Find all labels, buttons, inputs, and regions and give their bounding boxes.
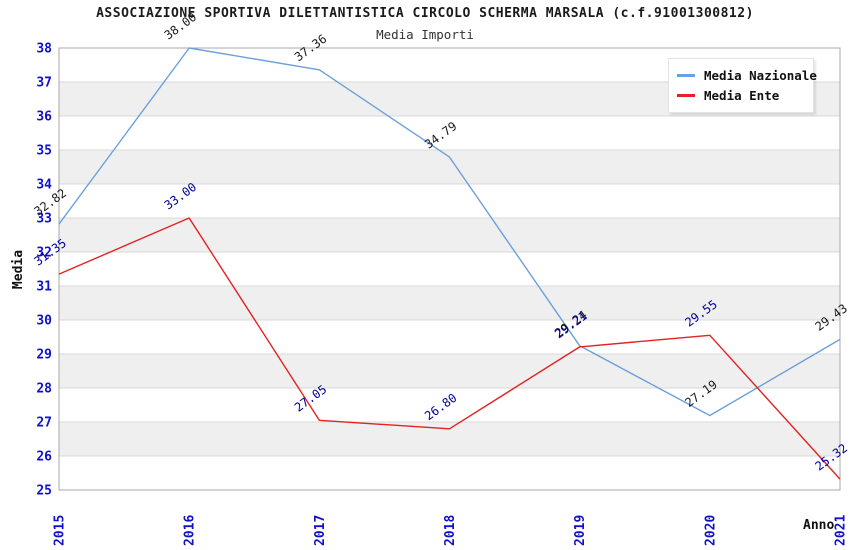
plot-band [59, 286, 840, 320]
plot-band [59, 116, 840, 150]
y-tick-label: 32 [36, 246, 52, 261]
y-tick-label: 26 [36, 450, 52, 465]
y-axis-title: Media [11, 249, 27, 290]
plot-band [59, 422, 840, 456]
legend-item-media-ente: Media Ente [677, 85, 807, 105]
media-nazionale-line-swatch [677, 73, 695, 77]
plot-band [59, 354, 840, 388]
x-tick-label: 2016 [183, 515, 198, 546]
media-ente-line-swatch [677, 93, 695, 97]
plot-band [59, 184, 840, 218]
legend-label-media-ente: Media Ente [704, 87, 780, 103]
y-tick-label: 25 [36, 484, 52, 499]
y-tick-label: 28 [36, 382, 52, 397]
y-tick-label: 27 [36, 416, 52, 431]
x-axis-title: Anno [803, 518, 835, 533]
plot-band [59, 150, 840, 184]
plot-frame [58, 47, 841, 491]
y-tick-label: 37 [36, 76, 52, 91]
y-tick-label: 34 [36, 178, 52, 193]
y-tick-label: 30 [36, 314, 52, 329]
legend-item-media-nazionale: Media Nazionale [677, 65, 817, 85]
x-tick-label: 2021 [834, 515, 849, 546]
plot-band [59, 456, 840, 490]
plot-band [59, 388, 840, 422]
chart-title: ASSOCIAZIONE SPORTIVA DILETTANTISTICA CI… [96, 6, 754, 21]
y-tick-label: 38 [36, 42, 52, 57]
legend-label-media-nazionale: Media Nazionale [704, 67, 817, 83]
series-line-media-ente [58, 217, 841, 480]
y-tick-label: 35 [36, 144, 52, 159]
plot-band [59, 320, 840, 354]
x-tick-label: 2019 [573, 515, 588, 546]
chart-subtitle: Media Importi [376, 27, 474, 42]
x-tick-label: 2017 [313, 515, 328, 546]
legend: Media Nazionale Media Ente [668, 58, 817, 113]
y-tick-label: 29 [36, 348, 52, 363]
x-tick-label: 2018 [443, 515, 458, 546]
x-tick-label: 2020 [703, 515, 718, 546]
x-tick-label: 2015 [53, 515, 68, 546]
plot-band [59, 218, 840, 252]
plot-band [59, 252, 840, 286]
series-line-media-nazionale [58, 47, 841, 417]
y-tick-label: 33 [36, 212, 52, 227]
y-tick-label: 31 [36, 280, 52, 295]
y-tick-label: 36 [36, 110, 52, 125]
